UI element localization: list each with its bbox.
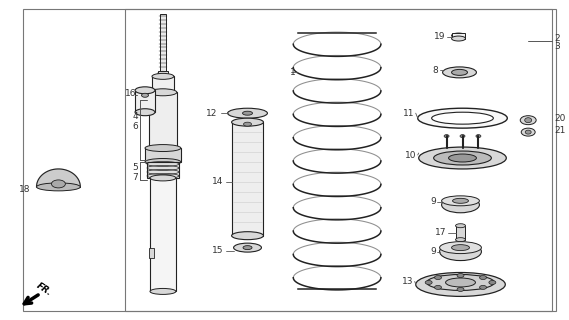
Ellipse shape: [525, 118, 531, 123]
Ellipse shape: [432, 112, 493, 124]
Text: 3: 3: [554, 42, 560, 51]
Ellipse shape: [520, 116, 536, 125]
Text: 21: 21: [554, 126, 566, 135]
Ellipse shape: [456, 238, 465, 242]
Ellipse shape: [158, 71, 168, 76]
Ellipse shape: [480, 276, 486, 280]
Ellipse shape: [228, 108, 267, 118]
Ellipse shape: [152, 89, 174, 95]
Ellipse shape: [234, 243, 262, 252]
Ellipse shape: [452, 198, 468, 203]
Ellipse shape: [457, 287, 464, 292]
Ellipse shape: [489, 280, 496, 284]
Bar: [456, 226, 465, 240]
Text: 13: 13: [402, 277, 414, 286]
Ellipse shape: [435, 285, 442, 289]
Ellipse shape: [232, 232, 263, 240]
Ellipse shape: [152, 73, 174, 79]
Ellipse shape: [150, 175, 176, 181]
Bar: [152, 76, 174, 92]
Ellipse shape: [452, 69, 468, 76]
Text: 4: 4: [133, 112, 138, 121]
Ellipse shape: [525, 130, 531, 134]
Text: 10: 10: [405, 150, 417, 160]
Ellipse shape: [135, 109, 155, 116]
Ellipse shape: [452, 244, 469, 251]
Text: 9: 9: [430, 247, 436, 256]
Bar: [160, 14, 166, 76]
Bar: [150, 178, 176, 292]
Ellipse shape: [135, 87, 155, 94]
Ellipse shape: [442, 197, 480, 213]
Text: 18: 18: [19, 185, 31, 194]
Ellipse shape: [36, 183, 80, 191]
Text: 20: 20: [554, 114, 566, 123]
Ellipse shape: [145, 145, 181, 152]
Bar: [145, 148, 181, 162]
Text: 15: 15: [212, 246, 224, 255]
Ellipse shape: [452, 36, 465, 41]
Text: 2: 2: [554, 34, 560, 43]
Bar: [232, 122, 263, 236]
Ellipse shape: [242, 111, 253, 115]
Text: 9: 9: [430, 197, 436, 206]
Ellipse shape: [427, 275, 494, 291]
Bar: [125, 9, 552, 311]
Ellipse shape: [460, 135, 465, 138]
Ellipse shape: [476, 135, 481, 138]
Text: 11: 11: [403, 109, 415, 118]
Ellipse shape: [419, 147, 506, 169]
Text: 1: 1: [290, 68, 295, 77]
Bar: [149, 248, 154, 258]
Ellipse shape: [232, 118, 263, 126]
Ellipse shape: [480, 285, 486, 289]
Ellipse shape: [244, 122, 251, 126]
Ellipse shape: [416, 273, 505, 296]
Ellipse shape: [51, 180, 65, 188]
Ellipse shape: [457, 274, 464, 277]
Text: FR.: FR.: [35, 281, 53, 297]
Text: 16: 16: [125, 89, 136, 98]
Ellipse shape: [456, 224, 465, 228]
Polygon shape: [36, 169, 80, 187]
Bar: [452, 33, 465, 38]
Ellipse shape: [418, 108, 508, 128]
Ellipse shape: [425, 280, 432, 284]
Ellipse shape: [444, 135, 449, 138]
Ellipse shape: [149, 89, 177, 96]
Ellipse shape: [446, 278, 476, 287]
Bar: [147, 162, 179, 178]
Ellipse shape: [440, 243, 481, 260]
Ellipse shape: [434, 151, 492, 165]
Ellipse shape: [435, 276, 442, 280]
Text: 14: 14: [212, 177, 224, 187]
Bar: [135, 90, 155, 112]
Text: 5: 5: [132, 164, 138, 172]
Bar: [158, 71, 168, 76]
Text: 17: 17: [435, 228, 447, 237]
Ellipse shape: [145, 158, 181, 165]
Bar: [149, 92, 177, 148]
Text: 6: 6: [132, 122, 138, 131]
Ellipse shape: [442, 196, 480, 206]
Ellipse shape: [243, 246, 252, 250]
Text: 8: 8: [433, 66, 439, 75]
Ellipse shape: [440, 242, 481, 253]
Ellipse shape: [142, 93, 149, 97]
Text: 7: 7: [132, 173, 138, 182]
Ellipse shape: [448, 154, 476, 162]
Ellipse shape: [521, 128, 535, 136]
Ellipse shape: [150, 288, 176, 294]
Text: 19: 19: [434, 32, 446, 41]
Ellipse shape: [443, 67, 476, 78]
Text: 12: 12: [207, 109, 218, 118]
Ellipse shape: [452, 33, 465, 38]
